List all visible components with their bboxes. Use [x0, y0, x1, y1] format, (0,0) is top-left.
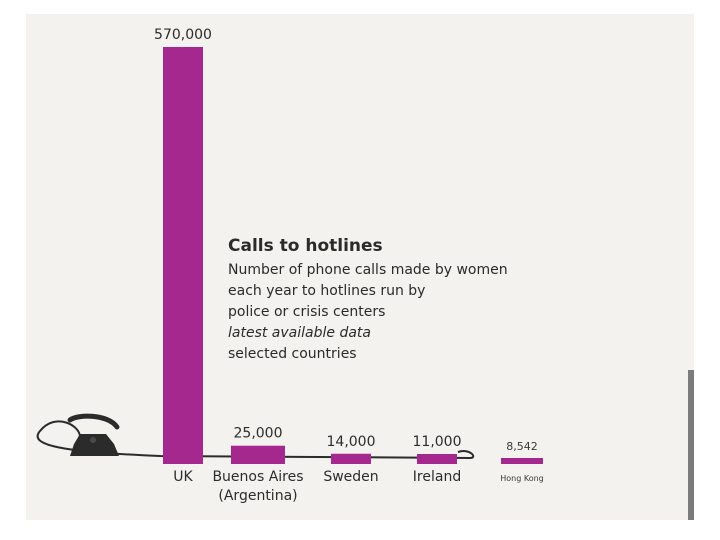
- value-label: 11,000: [413, 434, 462, 450]
- chart-subtitle-line-3: police or crisis centers: [228, 304, 386, 320]
- category-label: Buenos Aires: [212, 469, 303, 485]
- phone-cord-line: [36, 420, 475, 460]
- chart-note-countries: selected countries: [228, 346, 357, 362]
- scanned-page-background: [26, 14, 694, 520]
- scan-edge-shadow: [688, 370, 694, 520]
- value-label: 25,000: [234, 426, 283, 442]
- chart-note: latest available data: [228, 325, 371, 341]
- telephone-icon: [67, 413, 120, 456]
- bar-sweden: [331, 453, 371, 464]
- category-label: UK: [173, 469, 193, 485]
- chart-subtitle-line-1: Number of phone calls made by women: [228, 262, 508, 278]
- category-label: Sweden: [323, 469, 378, 485]
- value-label: 8,542: [506, 440, 538, 453]
- chart-subtitle-line-2: each year to hotlines run by: [228, 283, 426, 299]
- bar-uk: [163, 47, 203, 464]
- chart-legend-text: Calls to hotlines Number of phone calls …: [228, 234, 528, 365]
- bar-ireland: [417, 454, 457, 464]
- value-label: 570,000: [154, 27, 212, 43]
- chart-title: Calls to hotlines: [228, 236, 383, 256]
- bar-buenos-aires: [231, 445, 285, 464]
- value-label: 14,000: [327, 434, 376, 450]
- category-sublabel: (Argentina): [218, 488, 297, 504]
- bar-hong-kong: [501, 458, 543, 464]
- category-label: Hong Kong: [500, 474, 544, 483]
- category-label: Ireland: [413, 469, 461, 485]
